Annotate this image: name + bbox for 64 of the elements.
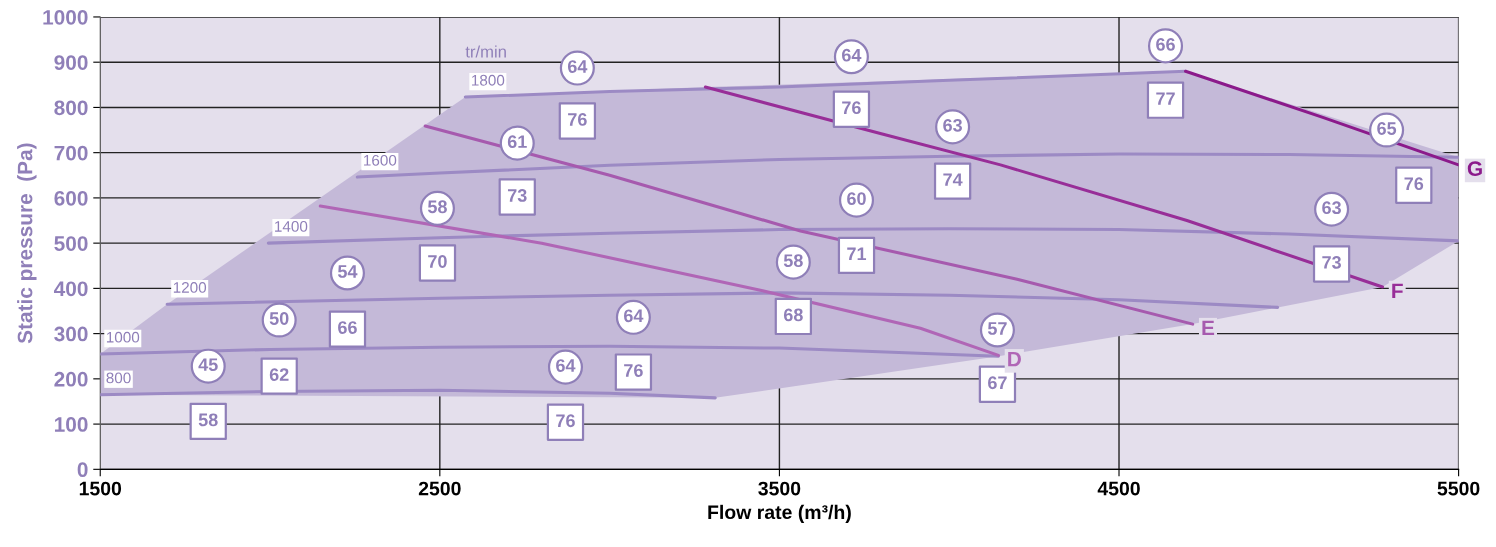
line-series (100, 388, 717, 400)
x-tick-label: 5500 (1437, 481, 1480, 496)
annotation: 67 (988, 376, 1007, 390)
series-label: 1800 (472, 74, 505, 86)
series-label: 1400 (275, 220, 308, 232)
annotation: 61 (507, 135, 527, 149)
annotation: 63 (943, 118, 962, 132)
annotation: 66 (1156, 37, 1175, 51)
y-tick-label: 1000 (43, 9, 88, 25)
series-label: G (1467, 161, 1482, 177)
line-series (165, 291, 1280, 309)
annotation: 68 (783, 308, 803, 322)
y-tick-label: 400 (53, 281, 88, 297)
annotation: 45 (198, 358, 218, 372)
x-tick-label: 3500 (758, 481, 801, 496)
annotation: 64 (556, 359, 576, 372)
y-tick-label: 600 (54, 190, 88, 206)
series-label: 1200 (173, 282, 207, 293)
annotation: 66 (338, 321, 357, 334)
series-label: 1600 (364, 154, 397, 166)
y-tick-label: 500 (54, 236, 88, 251)
line-series (100, 344, 1000, 358)
annotation: 76 (556, 414, 575, 428)
annotation: 58 (427, 200, 447, 214)
annotation: 76 (842, 101, 861, 115)
x-tick-label: 1500 (79, 481, 122, 496)
annotation: 65 (1377, 122, 1397, 135)
y-tick-label: 200 (54, 371, 88, 387)
series-label: D (1008, 351, 1021, 367)
y-tick-label: 800 (54, 100, 88, 116)
y-tick-label: 900 (54, 55, 88, 70)
annotation: 50 (269, 312, 289, 325)
x-axis-title: Flow rate (m³/h) (708, 504, 851, 523)
series-label: 800 (106, 372, 131, 384)
annotation: 70 (428, 255, 447, 268)
x-tick-label: 2500 (418, 481, 461, 496)
annotation: 64 (567, 60, 588, 73)
y-tick-label: 300 (54, 326, 88, 342)
annotation: 64 (624, 309, 644, 323)
y-tick-label: 100 (54, 417, 88, 432)
annotation: 54 (337, 265, 358, 278)
annotation: 57 (987, 322, 1007, 335)
annotation: 77 (1156, 92, 1175, 105)
annotation: 74 (943, 173, 963, 186)
annotation: tr/min (465, 45, 506, 58)
annotation: 73 (507, 189, 527, 202)
annotation: 58 (783, 254, 803, 267)
annotation: 76 (1404, 177, 1424, 191)
annotation: 76 (624, 364, 643, 377)
annotation: 60 (847, 192, 866, 206)
x-tick-label: 4500 (1097, 481, 1140, 496)
y-tick-label: 0 (77, 462, 88, 478)
annotation: 58 (198, 413, 218, 427)
annotation: 73 (1322, 256, 1341, 269)
series-label: F (1392, 283, 1403, 298)
annotation: 76 (568, 113, 587, 126)
series-label: 1000 (106, 331, 140, 343)
annotation: 63 (1322, 201, 1341, 215)
y-tick-label: 700 (54, 145, 88, 161)
series-label: E (1202, 320, 1215, 336)
annotation: 64 (842, 48, 862, 62)
annotation: 71 (847, 247, 867, 261)
y-axis-title: Static pressure (Pa) (17, 143, 37, 344)
annotation: 62 (269, 368, 289, 381)
